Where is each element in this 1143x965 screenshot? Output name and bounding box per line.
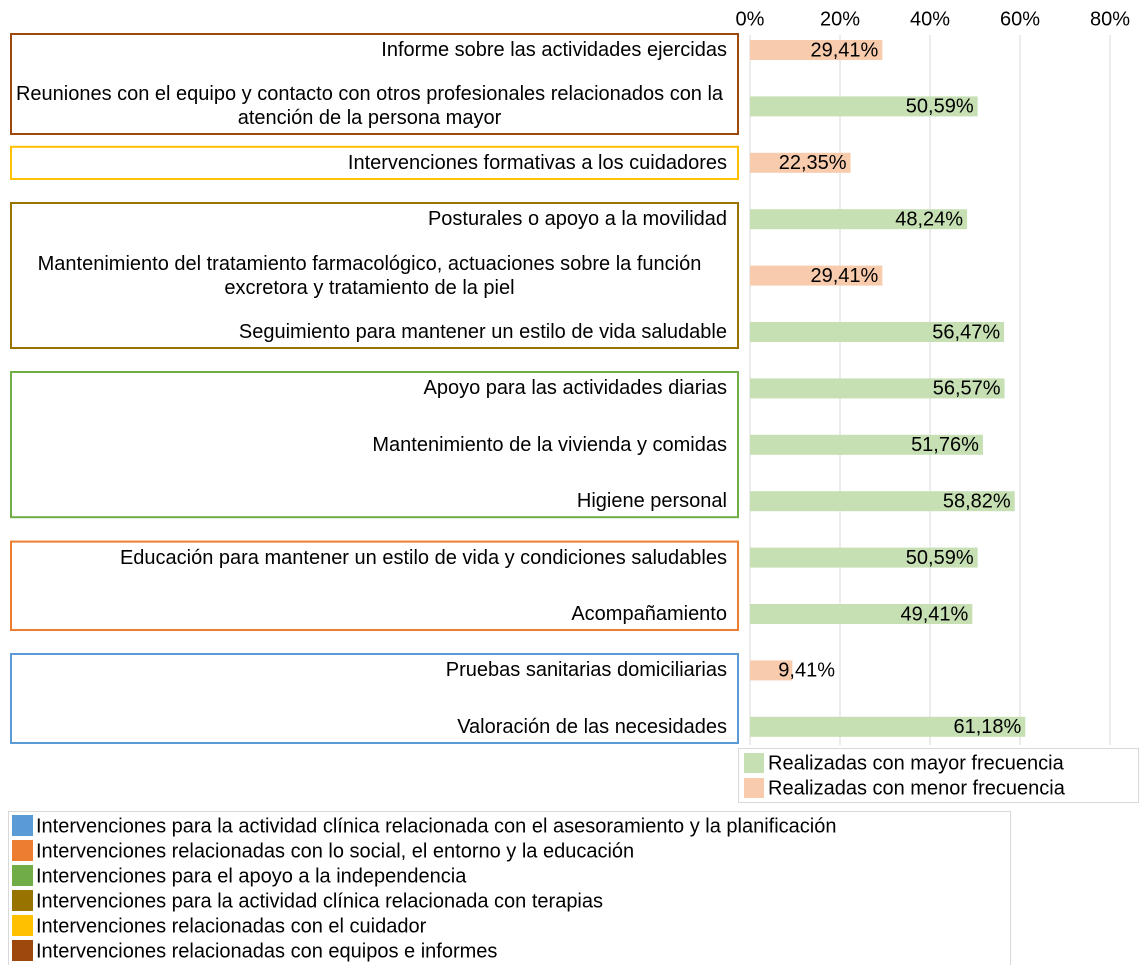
- group-legend-swatch: [12, 840, 33, 861]
- category-label: Posturales o apoyo a la movilidad: [428, 207, 727, 231]
- group-box: [10, 540, 739, 631]
- category-text: Posturales o apoyo a la movilidad: [427, 208, 727, 231]
- data-label: 56,57%: [933, 378, 1001, 400]
- bar: [750, 434, 983, 455]
- bar: [750, 547, 978, 568]
- group-legend-label: Intervenciones relacionadas con lo socia…: [36, 840, 634, 862]
- bar: [750, 152, 851, 173]
- data-label: 29,41%: [811, 39, 879, 61]
- category-text: Educación para mantener un estilo de vid…: [119, 546, 727, 569]
- category-label: Intervenciones formativas a los cuidador…: [348, 151, 727, 175]
- category-label: Educación para mantener un estilo de vid…: [120, 546, 727, 570]
- group-legend-swatch: [12, 890, 33, 911]
- category-label: Apoyo para las actividades diarias: [423, 376, 727, 400]
- category-label: Higiene personal: [577, 489, 727, 513]
- x-tick-label: 80%: [1090, 8, 1130, 30]
- data-label: 22,35%: [779, 152, 847, 174]
- bar: [750, 265, 883, 286]
- category-text: Reuniones con el equipo y contacto con o…: [15, 83, 724, 130]
- category-text: Acompañamiento: [571, 603, 727, 625]
- group-legend-swatch: [12, 815, 33, 836]
- category-text: Intervenciones formativas a los cuidador…: [347, 151, 727, 174]
- category-label: Informe sobre las actividades ejercidas: [381, 38, 727, 62]
- category-label: Seguimiento para mantener un estilo de v…: [239, 320, 727, 344]
- category-text: Informe sobre las actividades ejercidas: [381, 39, 727, 61]
- x-tick-label: 20%: [820, 8, 860, 30]
- bar: [750, 604, 973, 624]
- bar: [750, 660, 793, 681]
- group-box: [10, 145, 739, 181]
- group-legend-swatch: [12, 865, 33, 886]
- legend-box: [738, 748, 1139, 803]
- category-text: Mantenimiento del tratamiento farmacológ…: [37, 252, 702, 299]
- bar: [750, 40, 883, 60]
- category-label: Pruebas sanitarias domiciliarias: [446, 658, 727, 682]
- bar: [750, 322, 1005, 342]
- data-label: 58,82%: [943, 490, 1011, 512]
- data-label: 48,24%: [895, 208, 963, 230]
- x-tick-label: 60%: [1000, 8, 1040, 30]
- group-legend-label: Intervenciones relacionadas con equipos …: [36, 940, 497, 962]
- data-label: 29,41%: [811, 265, 879, 287]
- group-legend-label: Intervenciones para el apoyo a la indepe…: [36, 865, 467, 887]
- category-label: Mantenimiento del tratamiento farmacológ…: [12, 252, 727, 300]
- category-text: Valoración de las necesidades: [457, 715, 727, 738]
- category-text: Pruebas sanitarias domiciliarias: [445, 659, 727, 682]
- category-label: Mantenimiento de la vivienda y comidas: [372, 433, 727, 457]
- category-label: Reuniones con el equipo y contacto con o…: [12, 82, 727, 130]
- legend-label: Realizadas con mayor frecuencia: [768, 752, 1065, 774]
- data-label: 51,76%: [911, 434, 979, 456]
- group-legend-swatch: [12, 940, 33, 961]
- data-label: 56,47%: [932, 321, 1000, 343]
- category-text: Seguimiento para mantener un estilo de v…: [238, 321, 727, 343]
- data-label: 9,41%: [778, 660, 835, 682]
- group-box: [10, 371, 739, 519]
- group-box: [10, 202, 739, 349]
- group-box: [10, 33, 739, 135]
- legend-swatch: [744, 778, 764, 798]
- legend-swatch: [744, 753, 764, 773]
- category-text: Apoyo para las actividades diarias: [423, 377, 727, 400]
- category-text: Mantenimiento de la vivienda y comidas: [372, 433, 727, 456]
- data-label: 61,18%: [953, 716, 1021, 738]
- category-label: Valoración de las necesidades: [457, 715, 727, 739]
- bar: [750, 96, 978, 117]
- group-box: [10, 653, 739, 744]
- group-legend-label: Intervenciones para la actividad clínica…: [36, 815, 836, 837]
- data-label: 49,41%: [901, 603, 969, 625]
- bar: [750, 209, 968, 230]
- x-tick-label: 0%: [736, 8, 765, 30]
- data-label: 50,59%: [906, 96, 974, 118]
- bar: [750, 378, 1005, 399]
- group-legend-label: Intervenciones para la actividad clínica…: [36, 890, 603, 912]
- data-label: 50,59%: [906, 547, 974, 569]
- category-text: Higiene personal: [576, 490, 727, 513]
- group-legend-box: [8, 811, 1011, 965]
- bar: [750, 491, 1015, 512]
- legend-label: Realizadas con menor frecuencia: [768, 777, 1066, 799]
- x-tick-label: 40%: [910, 8, 950, 30]
- group-legend-swatch: [12, 915, 33, 936]
- group-legend-label: Intervenciones relacionadas con el cuida…: [36, 915, 427, 937]
- category-label: Acompañamiento: [571, 602, 727, 626]
- bar: [750, 716, 1026, 737]
